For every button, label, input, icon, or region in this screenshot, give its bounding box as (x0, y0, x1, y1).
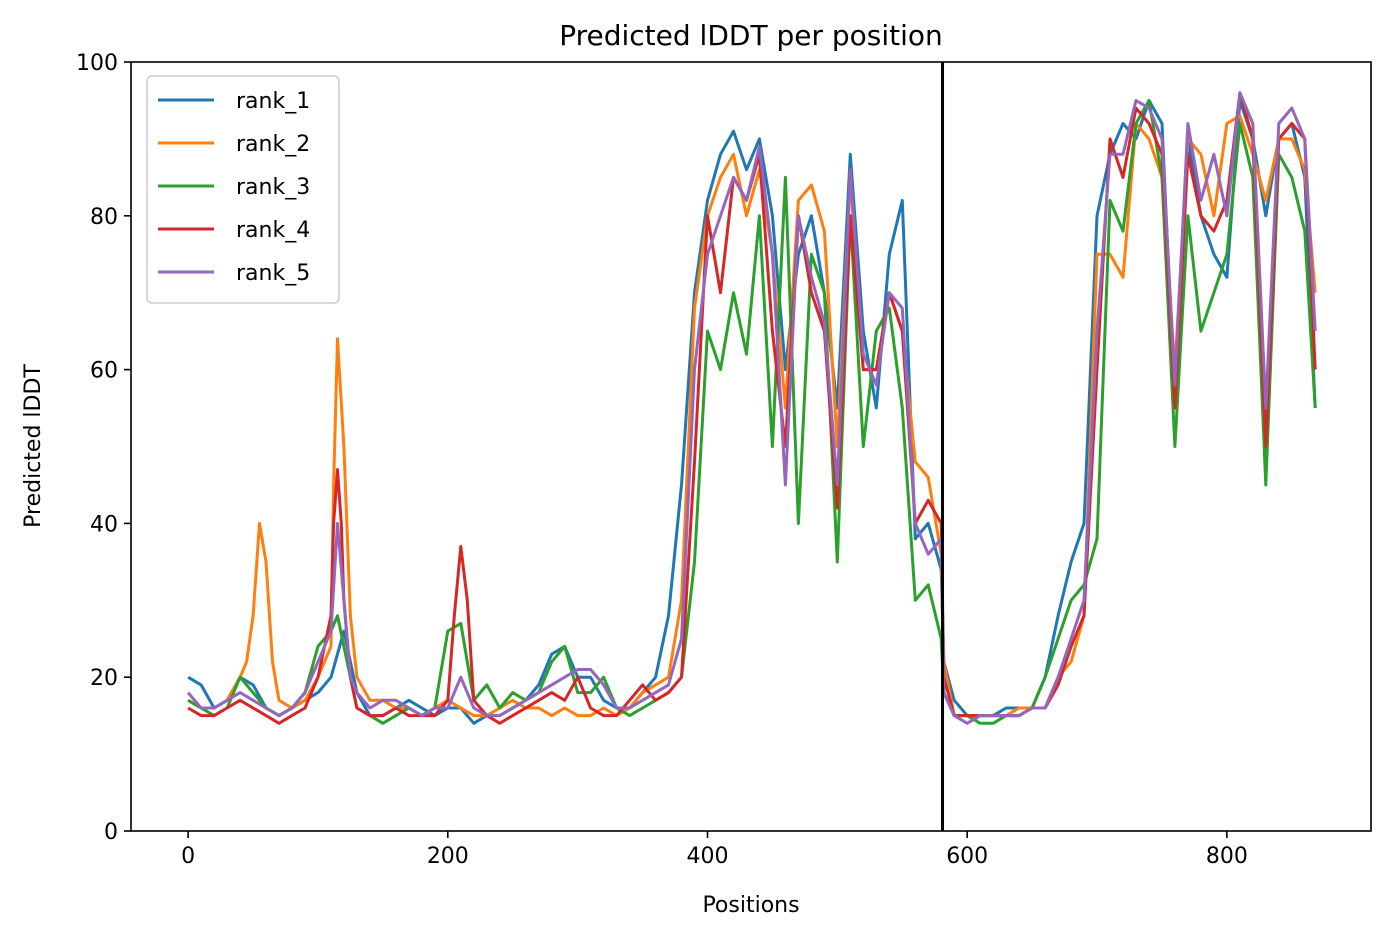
x-tick-label: 200 (427, 844, 469, 869)
series-line-rank_5 (186, 91, 1317, 725)
x-tick-label: 0 (181, 844, 195, 869)
y-tick-label: 80 (90, 205, 118, 230)
y-tick-label: 100 (76, 51, 118, 76)
x-tick-label: 400 (687, 844, 729, 869)
legend-label-rank_1: rank_1 (236, 89, 310, 114)
y-tick-label: 40 (90, 512, 118, 537)
x-tick-label: 600 (946, 844, 988, 869)
legend: rank_1 rank_2 rank_3 rank_4 rank_5 (146, 75, 340, 304)
x-axis-ticks: 0 200 400 600 800 (181, 831, 1248, 869)
legend-label-rank_3: rank_3 (236, 175, 310, 200)
legend-label-rank_4: rank_4 (236, 218, 310, 243)
y-axis-ticks: 0 20 40 60 80 100 (76, 51, 131, 845)
series-lines (186, 91, 1317, 725)
y-tick-label: 0 (104, 820, 118, 845)
legend-label-rank_2: rank_2 (236, 132, 310, 157)
plot-area (130, 61, 1372, 832)
legend-label-rank_5: rank_5 (236, 261, 310, 286)
series-line-rank_2 (187, 114, 1317, 718)
chart-title: Predicted lDDT per position (559, 19, 943, 52)
x-tick-label: 800 (1206, 844, 1248, 869)
x-axis-label: Positions (702, 893, 799, 918)
y-axis-label: Predicted lDDT (21, 364, 46, 528)
y-tick-label: 20 (90, 666, 118, 691)
axes-frame (130, 61, 1372, 832)
y-tick-label: 60 (90, 359, 118, 384)
legend-box (146, 75, 340, 304)
